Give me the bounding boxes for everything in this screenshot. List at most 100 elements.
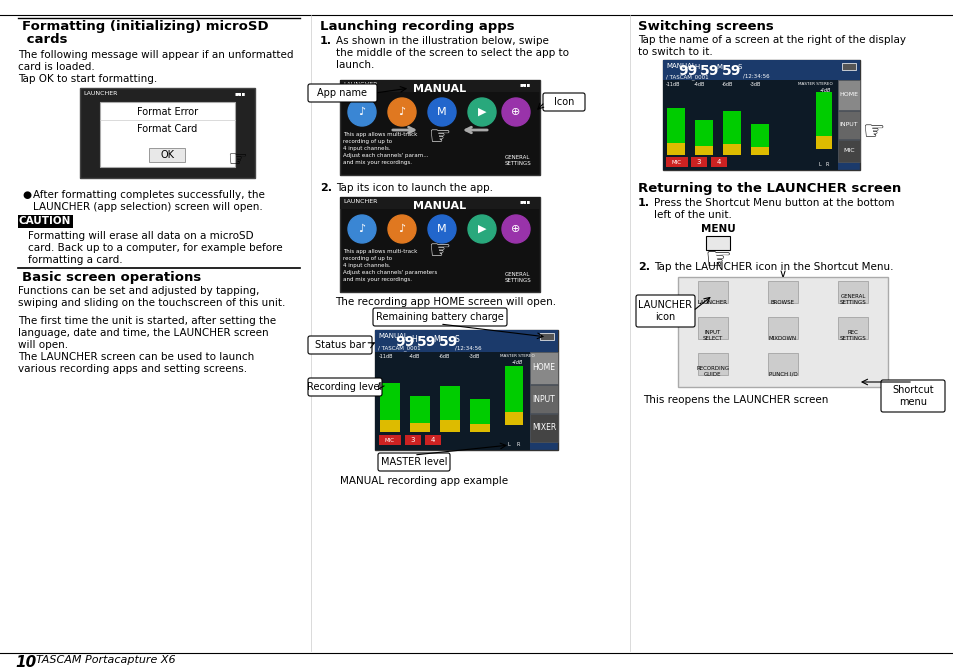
Text: ●: ● — [22, 190, 30, 200]
Text: and mix your recordings.: and mix your recordings. — [343, 160, 412, 165]
Bar — [80, 88, 254, 178]
Bar — [662, 80, 837, 170]
Bar — [837, 140, 859, 162]
Bar — [767, 281, 797, 303]
Circle shape — [428, 98, 456, 126]
Text: ∨: ∨ — [778, 269, 786, 279]
FancyBboxPatch shape — [636, 295, 695, 327]
Text: swiping and sliding on the touchscreen of this unit.: swiping and sliding on the touchscreen o… — [18, 298, 285, 308]
Text: card. Back up to a computer, for example before: card. Back up to a computer, for example… — [28, 243, 282, 253]
Text: M: M — [436, 224, 446, 234]
Text: ⊕: ⊕ — [511, 224, 520, 234]
Bar — [339, 197, 539, 209]
Text: HOME: HOME — [532, 364, 555, 372]
Text: MIC: MIC — [671, 160, 681, 164]
Text: This reopens the LAUNCHER screen: This reopens the LAUNCHER screen — [642, 395, 827, 405]
Text: R: R — [517, 442, 519, 447]
Text: 3: 3 — [696, 159, 700, 165]
Text: Shortcut
menu: Shortcut menu — [891, 385, 933, 407]
Bar — [665, 157, 687, 167]
Text: formatting a card.: formatting a card. — [28, 255, 123, 265]
Bar — [666, 143, 684, 155]
Bar — [379, 419, 399, 432]
Text: /12:34:56: /12:34:56 — [455, 345, 481, 350]
Bar — [439, 386, 459, 421]
Text: ☞: ☞ — [428, 125, 451, 149]
Text: ♪: ♪ — [358, 224, 365, 234]
Bar — [678, 277, 887, 387]
Text: S: S — [455, 335, 459, 344]
Text: 2.: 2. — [319, 183, 332, 193]
FancyBboxPatch shape — [373, 308, 506, 326]
Text: the middle of the screen to select the app to: the middle of the screen to select the a… — [335, 48, 568, 58]
Text: MANUAL: MANUAL — [413, 84, 466, 94]
Text: and mix your recordings.: and mix your recordings. — [343, 277, 412, 282]
Bar — [666, 108, 684, 143]
Text: -4dB: -4dB — [409, 354, 420, 359]
Text: MASTER STEREO: MASTER STEREO — [797, 82, 832, 86]
Bar — [470, 399, 490, 424]
Text: 99: 99 — [395, 335, 414, 349]
FancyBboxPatch shape — [377, 453, 450, 471]
Text: M: M — [433, 335, 439, 344]
Text: This app allows multi-track: This app allows multi-track — [343, 132, 416, 137]
Text: Adjust each channels' parameters: Adjust each channels' parameters — [343, 270, 436, 275]
Text: -11dB: -11dB — [665, 82, 679, 87]
Bar — [504, 412, 522, 425]
Text: OK: OK — [160, 150, 174, 160]
Text: Format Card: Format Card — [137, 124, 197, 134]
Text: MIC: MIC — [385, 437, 395, 442]
Text: Tap OK to start formatting.: Tap OK to start formatting. — [18, 74, 157, 84]
Bar — [539, 333, 554, 340]
Text: 4 input channels.: 4 input channels. — [343, 263, 390, 268]
Text: various recording apps and setting screens.: various recording apps and setting scree… — [18, 364, 247, 374]
Text: INPUT: INPUT — [839, 123, 858, 127]
Text: -11dB: -11dB — [378, 354, 393, 359]
Text: ⊕: ⊕ — [511, 107, 520, 117]
Bar — [18, 215, 73, 228]
Bar — [100, 102, 234, 167]
Text: Format Error: Format Error — [137, 107, 198, 117]
Text: recording of up to: recording of up to — [343, 139, 392, 144]
Bar — [710, 157, 726, 167]
Text: -4dB: -4dB — [512, 360, 523, 365]
Text: Status bar: Status bar — [314, 340, 365, 350]
Bar — [339, 197, 539, 292]
Text: 59: 59 — [416, 335, 436, 349]
Bar — [750, 147, 768, 155]
Circle shape — [388, 215, 416, 243]
Text: After formatting completes successfully, the: After formatting completes successfully,… — [33, 190, 265, 200]
Bar — [837, 317, 867, 339]
FancyBboxPatch shape — [308, 84, 376, 102]
Text: -6dB: -6dB — [721, 82, 733, 87]
Bar — [339, 80, 539, 175]
Text: to switch to it.: to switch to it. — [638, 47, 712, 57]
Text: ♪: ♪ — [358, 107, 365, 117]
Text: GENERAL
SETTINGS: GENERAL SETTINGS — [504, 272, 531, 282]
Text: BROWSE: BROWSE — [770, 300, 794, 305]
Text: left of the unit.: left of the unit. — [654, 210, 731, 220]
Bar — [439, 421, 459, 432]
Bar — [378, 435, 400, 445]
Bar — [837, 80, 859, 110]
Text: The recording app HOME screen will open.: The recording app HOME screen will open. — [335, 297, 556, 307]
Text: MANUAL recording app example: MANUAL recording app example — [339, 476, 508, 486]
Text: HOME: HOME — [839, 93, 858, 97]
Text: 99: 99 — [678, 64, 697, 78]
Bar — [837, 281, 867, 303]
Text: Launching recording apps: Launching recording apps — [319, 20, 514, 33]
Bar — [815, 136, 831, 149]
Text: ▪▪▪: ▪▪▪ — [519, 199, 531, 204]
Bar — [767, 317, 797, 339]
Bar — [750, 123, 768, 147]
Text: 2.: 2. — [638, 262, 649, 272]
Bar — [504, 366, 522, 412]
Text: The LAUNCHER screen can be used to launch: The LAUNCHER screen can be used to launc… — [18, 352, 254, 362]
Text: Tap the name of a screen at the right of the display: Tap the name of a screen at the right of… — [638, 35, 905, 45]
Bar — [530, 352, 558, 384]
FancyBboxPatch shape — [308, 336, 372, 354]
FancyBboxPatch shape — [308, 378, 381, 396]
Text: 4 input channels.: 4 input channels. — [343, 146, 390, 151]
Text: 4: 4 — [431, 437, 435, 443]
Text: MANUAL: MANUAL — [665, 63, 695, 69]
